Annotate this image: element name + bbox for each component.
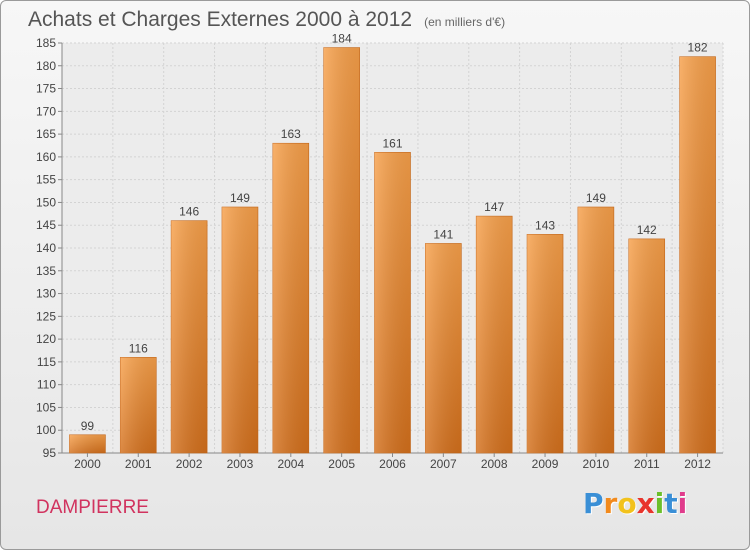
x-tick-label-2005: 2005 xyxy=(328,457,355,471)
x-tick-label-2010: 2010 xyxy=(583,457,610,471)
data-label-2009: 143 xyxy=(535,218,555,232)
bar-shade-2006 xyxy=(374,152,411,454)
data-label-2004: 163 xyxy=(281,127,301,141)
x-tick-label-2012: 2012 xyxy=(684,457,711,471)
logo-letter: t xyxy=(664,487,678,520)
logo-letter: r xyxy=(603,487,618,520)
y-tick-label: 125 xyxy=(36,309,56,323)
x-tick-label-2007: 2007 xyxy=(430,457,457,471)
bar-shade-2012 xyxy=(679,56,716,454)
data-label-2001: 116 xyxy=(129,341,148,355)
bar-shade-2005 xyxy=(323,47,360,454)
data-label-2008: 147 xyxy=(484,200,504,214)
bar-shade-2011 xyxy=(628,238,665,453)
y-tick-label: 120 xyxy=(36,332,56,346)
data-label-2006: 161 xyxy=(382,136,402,150)
chart-title-text: Achats et Charges Externes 2000 à 2012 xyxy=(28,8,413,31)
chart-title: Achats et Charges Externes 2000 à 2012 (e… xyxy=(28,8,505,32)
data-label-2002: 146 xyxy=(179,205,199,219)
logo-letter: i xyxy=(654,487,665,520)
y-tick-label: 100 xyxy=(36,423,56,437)
bar-shade-2002 xyxy=(171,220,208,453)
bar-shade-2007 xyxy=(425,243,462,453)
y-tick-label: 155 xyxy=(36,173,56,187)
y-tick-label: 135 xyxy=(36,264,56,278)
x-tick-label-2002: 2002 xyxy=(176,457,203,471)
bar-shade-2010 xyxy=(577,207,614,453)
y-tick-label: 110 xyxy=(37,378,56,392)
chart-unit: (en milliers d'€) xyxy=(424,15,506,29)
y-tick-label: 105 xyxy=(36,400,56,414)
y-tick-label: 150 xyxy=(36,195,56,209)
y-tick-label: 185 xyxy=(36,36,56,50)
bar-shade-2000 xyxy=(69,434,106,453)
y-tick-label: 175 xyxy=(36,82,56,96)
x-tick-label-2000: 2000 xyxy=(74,457,101,471)
y-tick-label: 130 xyxy=(36,287,56,301)
x-tick-label-2004: 2004 xyxy=(277,457,304,471)
logo-letter: x xyxy=(636,487,655,520)
x-tick-label-2011: 2011 xyxy=(634,457,660,471)
logo-letter: i xyxy=(677,487,688,520)
bar-shade-2008 xyxy=(476,216,513,453)
proxiti-logo: Proxiti xyxy=(583,487,687,520)
y-tick-label: 160 xyxy=(36,150,56,164)
y-tick-label: 115 xyxy=(37,355,56,369)
data-label-2010: 149 xyxy=(586,191,606,205)
logo-letter: o xyxy=(617,487,637,520)
logo-letter: P xyxy=(583,487,604,520)
data-label-2012: 182 xyxy=(688,41,708,55)
bar-shade-2009 xyxy=(527,234,564,453)
y-tick-label: 180 xyxy=(36,59,56,73)
y-tick-label: 170 xyxy=(36,104,56,118)
x-tick-label-2008: 2008 xyxy=(481,457,508,471)
bar-shade-2001 xyxy=(120,357,157,453)
x-tick-label-2003: 2003 xyxy=(227,457,254,471)
y-tick-label: 95 xyxy=(43,446,57,460)
y-tick-label: 145 xyxy=(36,218,56,232)
bar-shade-2003 xyxy=(221,207,258,453)
y-tick-label: 140 xyxy=(36,241,56,255)
x-tick-label-2001: 2001 xyxy=(125,457,152,471)
x-tick-label-2006: 2006 xyxy=(379,457,406,471)
x-tick-label-2009: 2009 xyxy=(532,457,559,471)
city-name: DAMPIERRE xyxy=(36,497,149,518)
data-label-2011: 142 xyxy=(637,223,657,237)
y-tick-label: 165 xyxy=(36,127,56,141)
data-label-2003: 149 xyxy=(230,191,250,205)
data-label-2000: 99 xyxy=(81,419,95,433)
data-label-2007: 141 xyxy=(433,227,453,241)
bar-shade-2004 xyxy=(272,143,309,453)
data-label-2005: 184 xyxy=(332,32,352,46)
